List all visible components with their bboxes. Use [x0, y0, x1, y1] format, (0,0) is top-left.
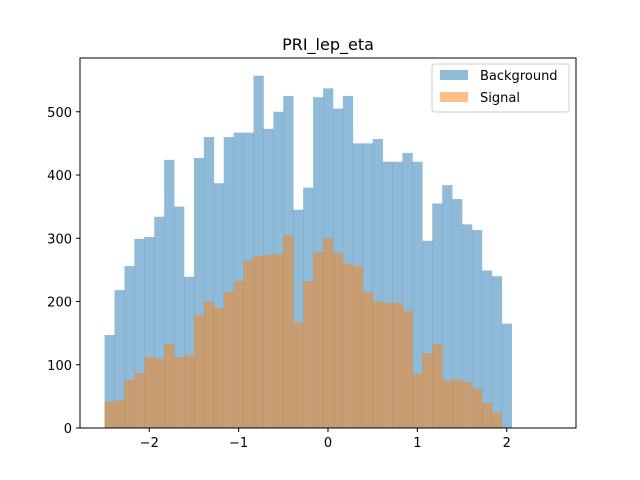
signal-bar [233, 281, 244, 428]
background-bar [392, 161, 403, 428]
signal-bar [432, 343, 443, 428]
x-tick-label: 0 [324, 436, 332, 451]
y-axis: 0 100 200 300 400 500 [47, 106, 80, 437]
chart-title: PRI_lep_eta [282, 35, 374, 55]
signal-bar [104, 401, 115, 428]
signal-bar [263, 254, 274, 428]
signal-bar [392, 302, 403, 428]
background-bar [184, 276, 195, 428]
signal-bar [352, 266, 364, 428]
signal-bar [164, 343, 175, 428]
background-bar [462, 224, 473, 428]
signal-bar [303, 281, 314, 428]
signal-bar [114, 400, 125, 428]
background-bar [114, 290, 125, 428]
signal-bar [402, 310, 413, 428]
signal-bar [372, 301, 383, 428]
background-bar [422, 240, 433, 428]
background-bar [432, 203, 443, 428]
x-tick-label: −1 [229, 436, 248, 451]
signal-bar [462, 382, 473, 428]
background-bar [134, 238, 145, 428]
signal-series [104, 235, 503, 428]
y-tick-label: 200 [47, 296, 72, 311]
legend-swatch-signal [440, 92, 468, 102]
background-bar [154, 216, 165, 428]
signal-bar [174, 357, 185, 428]
signal-bar [422, 353, 433, 428]
background-bar [293, 209, 304, 428]
signal-bar [332, 252, 344, 428]
background-bar [491, 276, 503, 428]
legend-label-signal: Signal [480, 91, 520, 106]
signal-bar [313, 252, 324, 428]
background-bar [124, 266, 135, 428]
signal-bar [203, 301, 215, 428]
background-bar [342, 95, 354, 428]
background-bar [104, 335, 115, 428]
background-bar [144, 236, 155, 428]
signal-bar [442, 380, 453, 428]
signal-bar [273, 254, 284, 428]
background-bar [452, 199, 463, 428]
background-bar [174, 206, 185, 428]
signal-bar [283, 235, 294, 428]
signal-bar [184, 355, 195, 428]
legend-swatch-background [440, 70, 468, 80]
background-bar [362, 143, 373, 428]
signal-bar [323, 238, 334, 428]
background-bar [213, 183, 225, 428]
signal-bar [471, 388, 483, 428]
y-tick-label: 500 [47, 106, 72, 121]
signal-bar [193, 315, 205, 428]
background-bar [164, 159, 175, 429]
background-bar [481, 270, 493, 428]
legend-label-background: Background [480, 69, 558, 84]
signal-bar [243, 260, 254, 428]
background-bar [253, 75, 264, 428]
x-tick-label: −2 [140, 436, 159, 451]
signal-bar [213, 307, 225, 428]
signal-bar [342, 263, 354, 428]
signal-bar [154, 358, 165, 428]
y-tick-label: 400 [47, 169, 72, 184]
background-bar [412, 161, 423, 428]
signal-bar [253, 255, 264, 428]
x-tick-label: 2 [503, 436, 511, 451]
y-tick-label: 100 [47, 359, 72, 374]
background-bar [223, 137, 234, 429]
signal-bar [293, 322, 304, 428]
background-bar [203, 137, 215, 429]
background-bar [233, 132, 244, 428]
signal-bar [382, 302, 393, 428]
y-tick-label: 0 [64, 422, 72, 437]
background-bar [501, 323, 513, 428]
legend: Background Signal [431, 63, 570, 113]
signal-bar [144, 357, 155, 428]
x-tick-label: 1 [413, 436, 421, 451]
signal-bar [223, 292, 234, 428]
signal-bar [124, 379, 135, 428]
background-bar [382, 161, 393, 428]
background-bar [193, 157, 205, 428]
signal-bar [134, 372, 145, 428]
x-axis: −2 −1 0 1 2 [140, 428, 511, 451]
background-bar [442, 185, 453, 428]
background-bar [372, 138, 383, 428]
y-tick-label: 300 [47, 232, 72, 247]
signal-bar [491, 412, 503, 428]
background-bar [471, 230, 483, 428]
signal-bar [452, 379, 463, 428]
background-bar [402, 152, 413, 428]
signal-bar [481, 402, 493, 428]
signal-bar [412, 373, 423, 428]
signal-bar [362, 292, 373, 428]
